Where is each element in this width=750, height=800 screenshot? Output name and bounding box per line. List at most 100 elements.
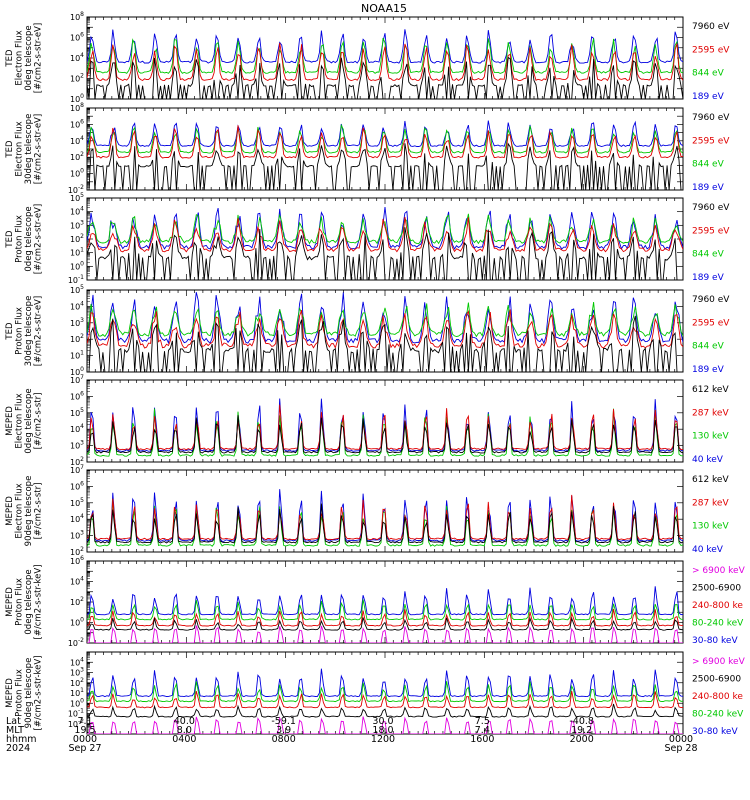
footer-value: -40.8 (569, 716, 594, 727)
footer-value: 30.0 (372, 716, 393, 727)
legend-entry: 844 eV (692, 160, 725, 170)
y-axis-label: TED (5, 49, 15, 68)
footer-value: 18.0 (372, 725, 393, 736)
legend-entry: 2595 eV (692, 318, 730, 328)
y-tick-label: 104 (70, 423, 84, 434)
y-tick-label: 104 (70, 135, 84, 146)
series-line (87, 315, 683, 372)
y-tick-label: 100 (70, 168, 84, 179)
y-tick-label: 10-2 (68, 718, 84, 729)
y-axis-label: MEPED (5, 587, 15, 617)
legend-entry: 612 keV (692, 385, 729, 395)
y-tick-label: 106 (70, 480, 84, 491)
footer-row-label: 2024 (6, 743, 30, 754)
series-line (87, 29, 683, 64)
y-tick-label: 106 (70, 555, 84, 566)
y-tick-label: 103 (70, 667, 84, 678)
y-axis-label: MEPED (5, 678, 15, 708)
series-line (87, 302, 683, 338)
series-line (87, 142, 683, 190)
y-tick-label: 105 (70, 407, 84, 418)
legend-entry: 40 keV (692, 545, 724, 555)
series-line (87, 503, 683, 544)
footer-value: 0000 (73, 734, 97, 745)
trace-group (87, 120, 683, 190)
y-tick-label: 102 (70, 73, 84, 84)
y-tick-label: 101 (70, 687, 84, 698)
y-tick-label: 104 (70, 513, 84, 524)
panel-2: 10-2 100 102 104 106 108 TED Electron Flux 30deg… (5, 102, 730, 195)
legend-entry: 189 eV (692, 183, 725, 193)
y-tick-label: 103 (70, 317, 84, 328)
y-tick-label: 10-2 (68, 184, 84, 195)
legend-entry: 7960 eV (692, 203, 730, 213)
y-tick-label: 102 (70, 456, 84, 467)
trace-group (87, 489, 683, 547)
y-tick-label: 103 (70, 530, 84, 541)
y-axis-label: 0deg telescope (24, 206, 34, 271)
legend-entry: 80-240 keV (692, 619, 744, 629)
series-line (87, 292, 683, 345)
legend-entry: 844 eV (692, 250, 725, 260)
footer-value: 19.2 (571, 725, 592, 736)
y-tick-label: 105 (70, 284, 84, 295)
y-tick-label: 100 (70, 697, 84, 708)
y-tick-label: 10-1 (68, 708, 84, 719)
footer-value: 40.0 (174, 716, 195, 727)
y-tick-label: 104 (70, 206, 84, 217)
trace-group (87, 292, 683, 372)
series-line (87, 599, 683, 621)
series-line (87, 408, 683, 457)
y-tick-label: 107 (70, 374, 84, 385)
footer-value: 1600 (470, 734, 494, 745)
footer-row-label: MLT (6, 725, 24, 736)
y-tick-label: 107 (70, 464, 84, 475)
series-line (87, 213, 683, 245)
y-axis-label: 0deg telescope (24, 569, 34, 634)
legend-entry: 7960 eV (692, 295, 730, 305)
panel-6: 102 103 104 105 106 107 MEPED Electron Flux 90de… (5, 464, 729, 557)
footer-value: 7.4 (475, 725, 490, 736)
series-line (87, 690, 683, 709)
y-tick-label: 105 (70, 497, 84, 508)
y-axis-label: [#/cm2-s-str-eV] (34, 23, 44, 93)
y-axis-label: 90deg telescope (24, 476, 34, 547)
y-tick-label: 102 (70, 151, 84, 162)
footer-value: 7.1 (77, 716, 92, 727)
legend-entry: 189 eV (692, 273, 725, 283)
y-axis-label: [#/cm2-s-str-eV] (34, 296, 44, 366)
footer-value: 0000 (669, 734, 693, 745)
footer-value: -59.1 (271, 716, 296, 727)
footer-value: 0800 (272, 734, 296, 745)
footer-value: 7.5 (475, 716, 490, 727)
y-axis-label: Electron Flux (15, 121, 25, 176)
y-tick-label: 104 (70, 656, 84, 667)
series-line (87, 681, 683, 703)
legend-entry: 30-80 keV (692, 727, 738, 737)
legend-entry: 2500-6900 (692, 675, 741, 685)
panel-5: 102 103 104 105 106 107 MEPED Electron Flux 0deg… (5, 374, 729, 467)
y-tick-label: 102 (70, 333, 84, 344)
legend-entry: 30-80 keV (692, 636, 738, 646)
panel-1: 100 102 104 106 108 TED Electron Flux 0deg tele… (5, 11, 730, 104)
legend-entry: 844 eV (692, 342, 725, 352)
y-tick-label: 103 (70, 440, 84, 451)
legend-entry: 189 eV (692, 365, 725, 375)
footer-value: 1200 (371, 734, 395, 745)
y-tick-label: 100 (70, 617, 84, 628)
y-axis-label: 0deg telescope (24, 25, 34, 90)
series-line (87, 404, 683, 451)
chart-title: NOAA15 (361, 2, 407, 15)
footer-value: 19.5 (74, 725, 95, 736)
legend-entry: 7960 eV (692, 22, 730, 32)
y-axis-label: Proton Flux (15, 307, 25, 355)
legend-entry: 240-800 ke (692, 601, 743, 611)
footer-value: 0400 (172, 734, 196, 745)
y-axis-label: [#/cm2-s-str-eV] (34, 204, 44, 274)
legend-entry: 240-800 ke (692, 692, 743, 702)
y-axis-label: TED (5, 230, 15, 249)
y-axis-label: [#/cm2-s-str-keV] (34, 565, 44, 640)
y-tick-label: 106 (70, 32, 84, 43)
